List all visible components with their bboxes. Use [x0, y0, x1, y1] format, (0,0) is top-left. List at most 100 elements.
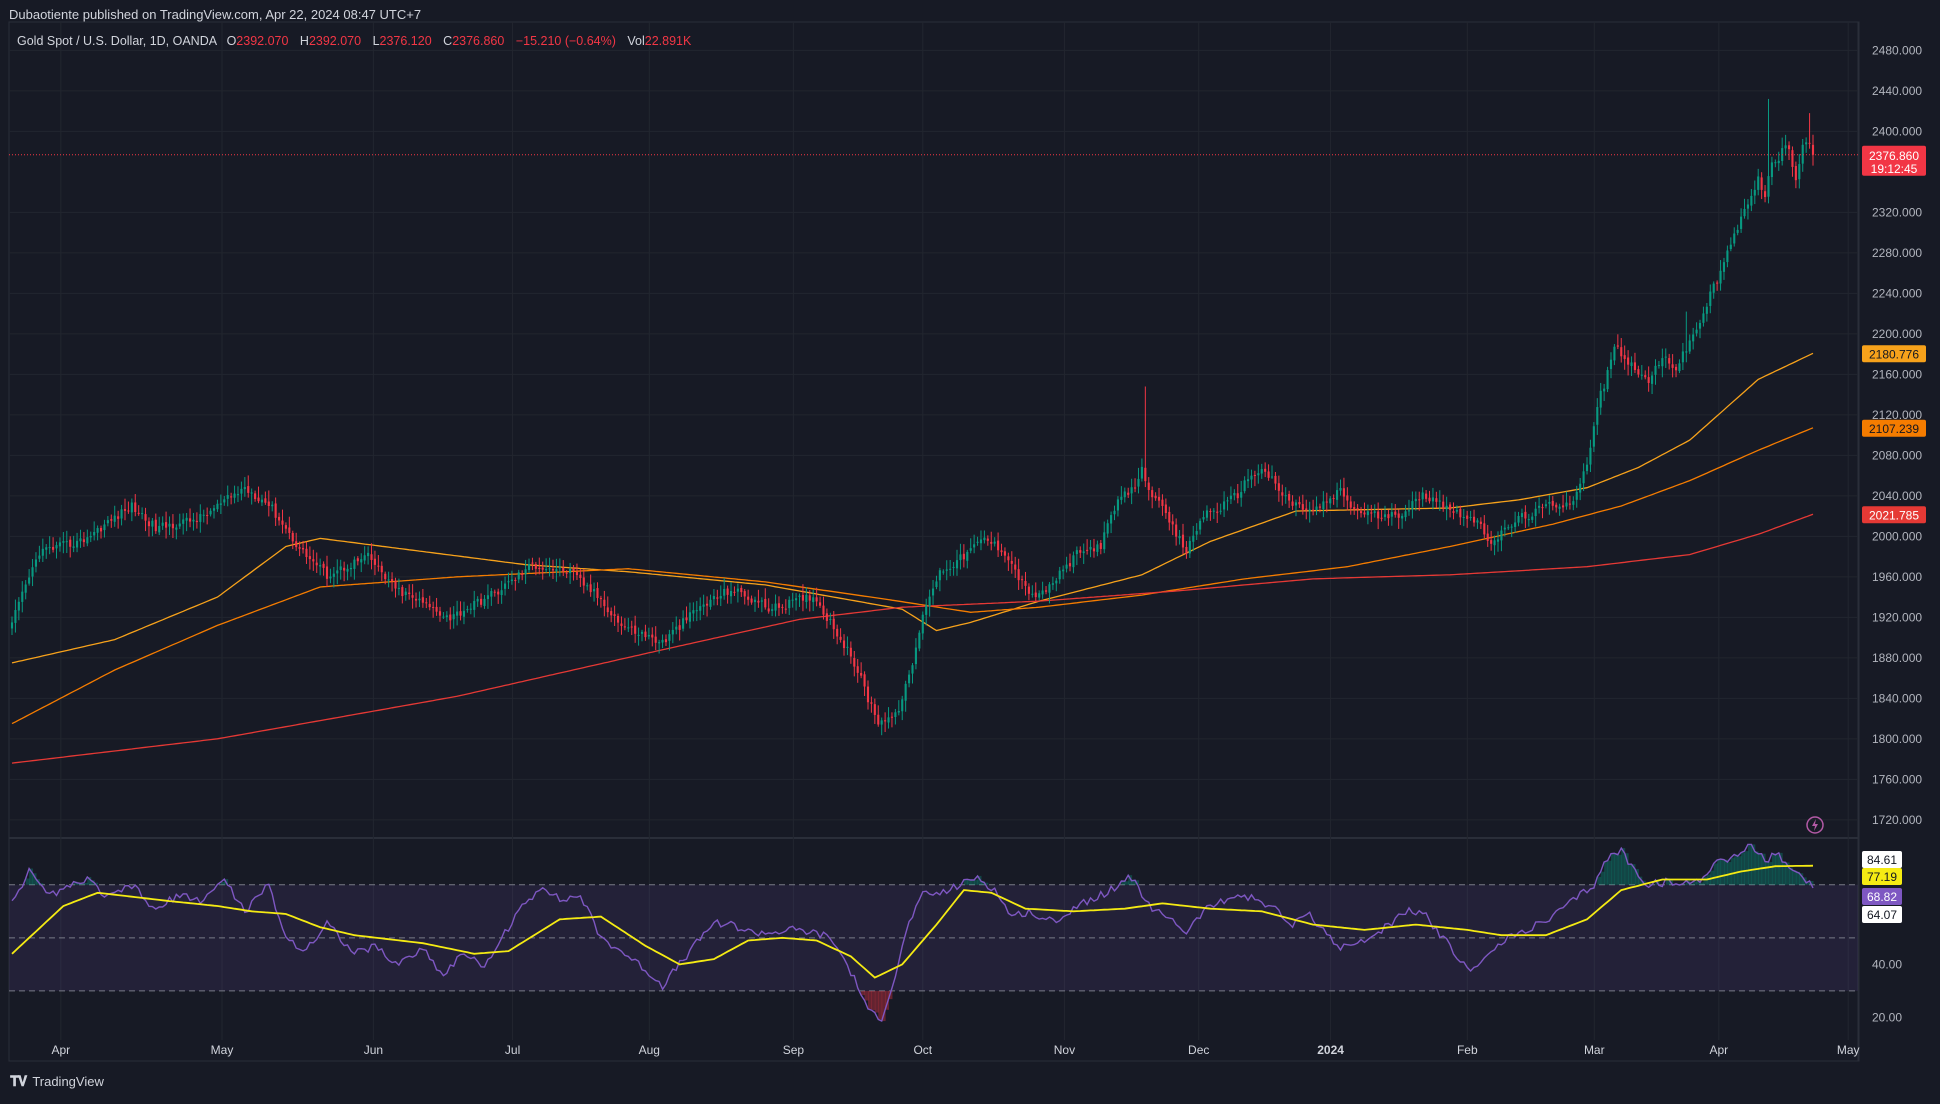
- candle-body: [1179, 536, 1181, 538]
- low-value: 2376.120: [380, 34, 432, 48]
- rsi-overbought-fill: [964, 880, 968, 885]
- candle-body: [1675, 367, 1677, 370]
- candle-body: [247, 486, 249, 493]
- candle-body: [340, 566, 342, 570]
- rsi-oversold-fill: [871, 991, 875, 1010]
- candle-body: [1559, 507, 1561, 509]
- candle-body: [1637, 369, 1639, 374]
- rsi-overbought-fill: [1731, 858, 1735, 885]
- candle-body: [216, 504, 218, 509]
- candle-body: [473, 601, 475, 610]
- candle-body: [1100, 543, 1102, 549]
- candle-body: [1339, 488, 1341, 491]
- candle-body: [1158, 497, 1160, 501]
- candle-body: [586, 585, 588, 586]
- candle-body: [1315, 507, 1317, 511]
- price-tick-label: 2200.000: [1872, 327, 1922, 341]
- candle-body: [1028, 587, 1030, 594]
- candle-body: [1476, 520, 1478, 522]
- candle-body: [292, 533, 294, 541]
- candle-body: [1189, 541, 1191, 554]
- candle-body: [634, 626, 636, 634]
- candle-body: [1271, 477, 1273, 478]
- candle-body: [641, 632, 643, 634]
- candle-body: [1696, 330, 1698, 334]
- candle-body: [1038, 593, 1040, 597]
- candle-body: [86, 537, 88, 543]
- rsi-overbought-fill: [1734, 855, 1738, 885]
- candle-body: [1785, 145, 1787, 148]
- candle-body: [507, 581, 509, 582]
- ma-value-label: 2180.776: [1869, 347, 1919, 361]
- price-tick-label: 2000.000: [1872, 529, 1922, 543]
- candle-body: [1031, 594, 1033, 595]
- candle-body: [1504, 528, 1506, 530]
- candle-body: [603, 600, 605, 606]
- candle-body: [1418, 499, 1420, 500]
- volume-value: 22.891K: [645, 34, 692, 48]
- candle-body: [1305, 509, 1307, 511]
- candle-body: [182, 519, 184, 523]
- rsi-value-label: 64.07: [1867, 908, 1897, 922]
- tradingview-logo-icon: 𝐓𝐕: [10, 1073, 26, 1090]
- candle-body: [572, 569, 574, 571]
- candle-body: [648, 635, 650, 636]
- candle-body: [62, 541, 64, 543]
- candle-body: [1678, 363, 1680, 371]
- rsi-overbought-fill: [1618, 855, 1622, 885]
- candle-body: [165, 522, 167, 528]
- candle-body: [953, 567, 955, 568]
- candle-body: [254, 493, 256, 499]
- candle-body: [1665, 357, 1667, 358]
- candle-body: [1692, 334, 1694, 341]
- candle-body: [535, 564, 537, 569]
- candle-body: [124, 509, 126, 511]
- candle-body: [1035, 593, 1037, 598]
- candle-body: [1199, 521, 1201, 530]
- candle-body: [1761, 177, 1763, 189]
- candle-body: [1610, 360, 1612, 369]
- candle-body: [66, 541, 68, 542]
- candle-body: [281, 521, 283, 525]
- candle-body: [1322, 501, 1324, 509]
- candle-body: [713, 596, 715, 599]
- candle-body: [1247, 479, 1249, 481]
- candle-body: [874, 704, 876, 715]
- candle-body: [1613, 347, 1615, 361]
- price-tick-label: 2480.000: [1872, 43, 1922, 57]
- candle-body: [1233, 493, 1235, 495]
- rsi-overbought-fill: [1772, 853, 1776, 884]
- rsi-oversold-fill: [868, 991, 872, 1009]
- rsi-overbought-fill: [1738, 856, 1742, 885]
- high-value: 2392.070: [309, 34, 361, 48]
- candle-body: [114, 516, 116, 522]
- candle-body: [59, 542, 61, 546]
- candle-body: [333, 574, 335, 577]
- candle-body: [973, 544, 975, 547]
- candle-body: [1018, 569, 1020, 580]
- candle-body: [1658, 365, 1660, 366]
- candle-body: [1497, 539, 1499, 541]
- candle-body: [1470, 517, 1472, 518]
- time-tick-label: Nov: [1054, 1043, 1075, 1057]
- close-value: 2376.860: [452, 34, 504, 48]
- candle-body: [470, 609, 472, 610]
- rsi-value-label: 77.19: [1867, 870, 1897, 884]
- rsi-oversold-fill: [861, 991, 865, 995]
- candle-body: [1654, 366, 1656, 375]
- candle-body: [1802, 145, 1804, 164]
- candle-body: [1309, 510, 1311, 512]
- candle-body: [675, 627, 677, 630]
- candle-body: [703, 604, 705, 606]
- candle-body: [162, 523, 164, 526]
- candle-body: [391, 579, 393, 581]
- candle-body: [781, 607, 783, 608]
- candle-body: [405, 592, 407, 595]
- candle-body: [138, 513, 140, 514]
- candle-body: [203, 515, 205, 516]
- rsi-overbought-fill: [1775, 855, 1779, 885]
- candle-body: [1131, 487, 1133, 493]
- candle-body: [1706, 307, 1708, 314]
- candle-body: [771, 609, 773, 611]
